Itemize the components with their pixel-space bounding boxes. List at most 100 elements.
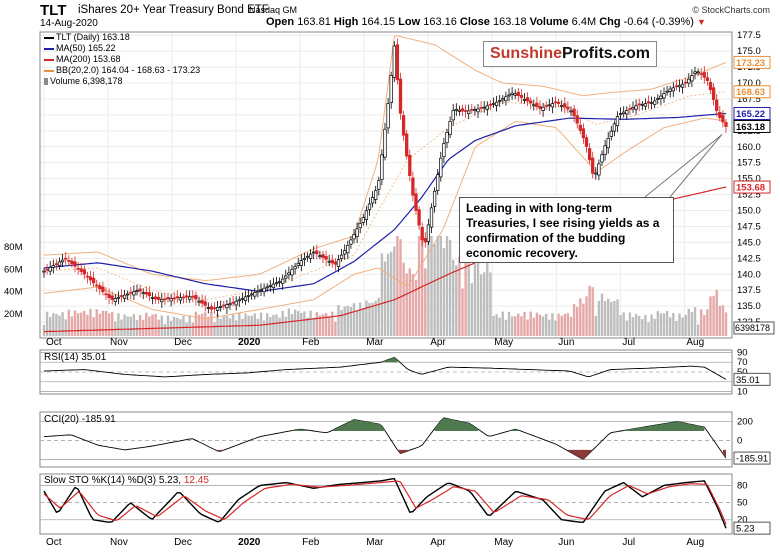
candle-body — [339, 254, 344, 259]
volume-bar — [377, 297, 380, 336]
rsi-badge — [733, 372, 771, 386]
volume-bar — [219, 318, 222, 336]
rsi-panel-tick-label: 70 — [737, 357, 748, 368]
cci-line — [43, 417, 727, 460]
candle-body — [491, 103, 496, 105]
volume-bar — [331, 311, 334, 336]
volume-bar — [148, 316, 151, 336]
candle-body — [516, 91, 520, 97]
candle-body — [212, 307, 217, 310]
candle-body — [625, 110, 629, 115]
legend-ma200: MA(200) 153.68 — [44, 54, 121, 64]
volume-bar — [476, 261, 480, 336]
candle-body — [572, 108, 576, 117]
volume-bar — [55, 314, 58, 336]
volume-bar — [411, 274, 415, 336]
candle-body — [234, 300, 238, 306]
volume-bar — [554, 320, 557, 336]
volume-bar — [442, 248, 446, 336]
candle-body — [64, 257, 68, 260]
price-badge — [733, 119, 771, 133]
candle-body — [457, 109, 462, 112]
candle-body — [479, 107, 483, 109]
volume-bar — [163, 323, 167, 336]
volume-bar — [145, 312, 148, 336]
candle-body — [228, 303, 232, 306]
candle-body — [662, 93, 666, 99]
y-tick-label: 170.0 — [737, 78, 761, 89]
volume-bar — [631, 317, 635, 336]
candle-body — [110, 295, 114, 300]
candle-body — [70, 260, 74, 265]
volume-bar — [684, 314, 687, 336]
x-tick-label: Apr — [430, 337, 446, 348]
candle-body — [157, 296, 161, 300]
candle-body — [181, 296, 186, 299]
candle-body — [513, 93, 517, 96]
volume-bar — [467, 257, 470, 336]
candle-body — [312, 251, 316, 254]
volume-bar — [129, 316, 132, 336]
volume-bar — [262, 320, 266, 336]
candle-body — [529, 100, 533, 104]
legend-bb-text: BB(20,2.0) 164.04 - 168.63 - 173.23 — [56, 65, 201, 75]
candle-body — [194, 295, 198, 300]
volume-bar — [665, 311, 669, 336]
volume-bar — [293, 309, 297, 336]
volume-bar — [399, 239, 402, 336]
candle-body — [91, 277, 96, 284]
candle-body — [498, 100, 502, 102]
volume-bar — [706, 309, 709, 336]
volume-bar — [607, 298, 610, 336]
candle-body — [460, 108, 465, 112]
candle-body — [45, 268, 49, 271]
candle-body — [274, 282, 279, 285]
volume-bar — [132, 314, 136, 336]
legend-price-text: TLT (Daily) 163.18 — [56, 32, 130, 42]
candle-body — [315, 250, 319, 255]
legend-volume-swatch — [44, 78, 48, 86]
volume-bar — [64, 319, 67, 336]
volume-bar — [427, 236, 430, 336]
y-tick-label: 150.0 — [737, 206, 761, 217]
candle-body — [463, 110, 468, 112]
candle-body — [646, 101, 651, 104]
x-tick-label: Jun — [558, 537, 574, 548]
volume-bar — [408, 268, 411, 336]
volume-bar — [67, 309, 70, 336]
candle-body — [423, 238, 427, 243]
candle-body — [392, 45, 396, 78]
candle-body — [135, 290, 139, 293]
candle-body — [51, 265, 55, 268]
volume-bar — [371, 302, 374, 336]
x-tick-label: Aug — [686, 337, 704, 348]
volume-value: 6.4M — [571, 16, 597, 28]
watermark: © StockCharts.com — [692, 5, 770, 15]
candle-body — [308, 253, 313, 259]
volume-bar — [625, 320, 628, 336]
candle-body — [504, 96, 508, 102]
candle-body — [305, 255, 310, 258]
volume-bar — [303, 311, 306, 336]
legend-bb: BB(20,2.0) 164.04 - 168.63 - 173.23 — [44, 65, 200, 75]
volume-bar — [486, 252, 489, 336]
volume-bar — [383, 261, 387, 336]
sto-title: Slow STO %K(14) %D(3) 5.23, 12.45 — [44, 475, 209, 486]
volume-bar — [92, 317, 95, 336]
candle-body — [615, 116, 620, 127]
volume-bar — [715, 289, 718, 336]
candle-body — [597, 163, 601, 176]
candle-body — [150, 297, 155, 299]
high-value: 164.15 — [361, 16, 396, 28]
volume-bar — [548, 319, 551, 336]
volume-bar — [436, 236, 439, 336]
open-value: 163.81 — [297, 16, 331, 28]
rsi-title: RSI(14) 35.01 — [44, 352, 107, 363]
candle-body — [271, 283, 276, 289]
volume-bar — [650, 314, 653, 336]
volume-bar — [340, 310, 343, 336]
sto-panel-frame — [39, 473, 733, 535]
candle-body — [684, 81, 688, 84]
volume-bar — [424, 268, 427, 336]
volume-bar — [495, 314, 498, 336]
